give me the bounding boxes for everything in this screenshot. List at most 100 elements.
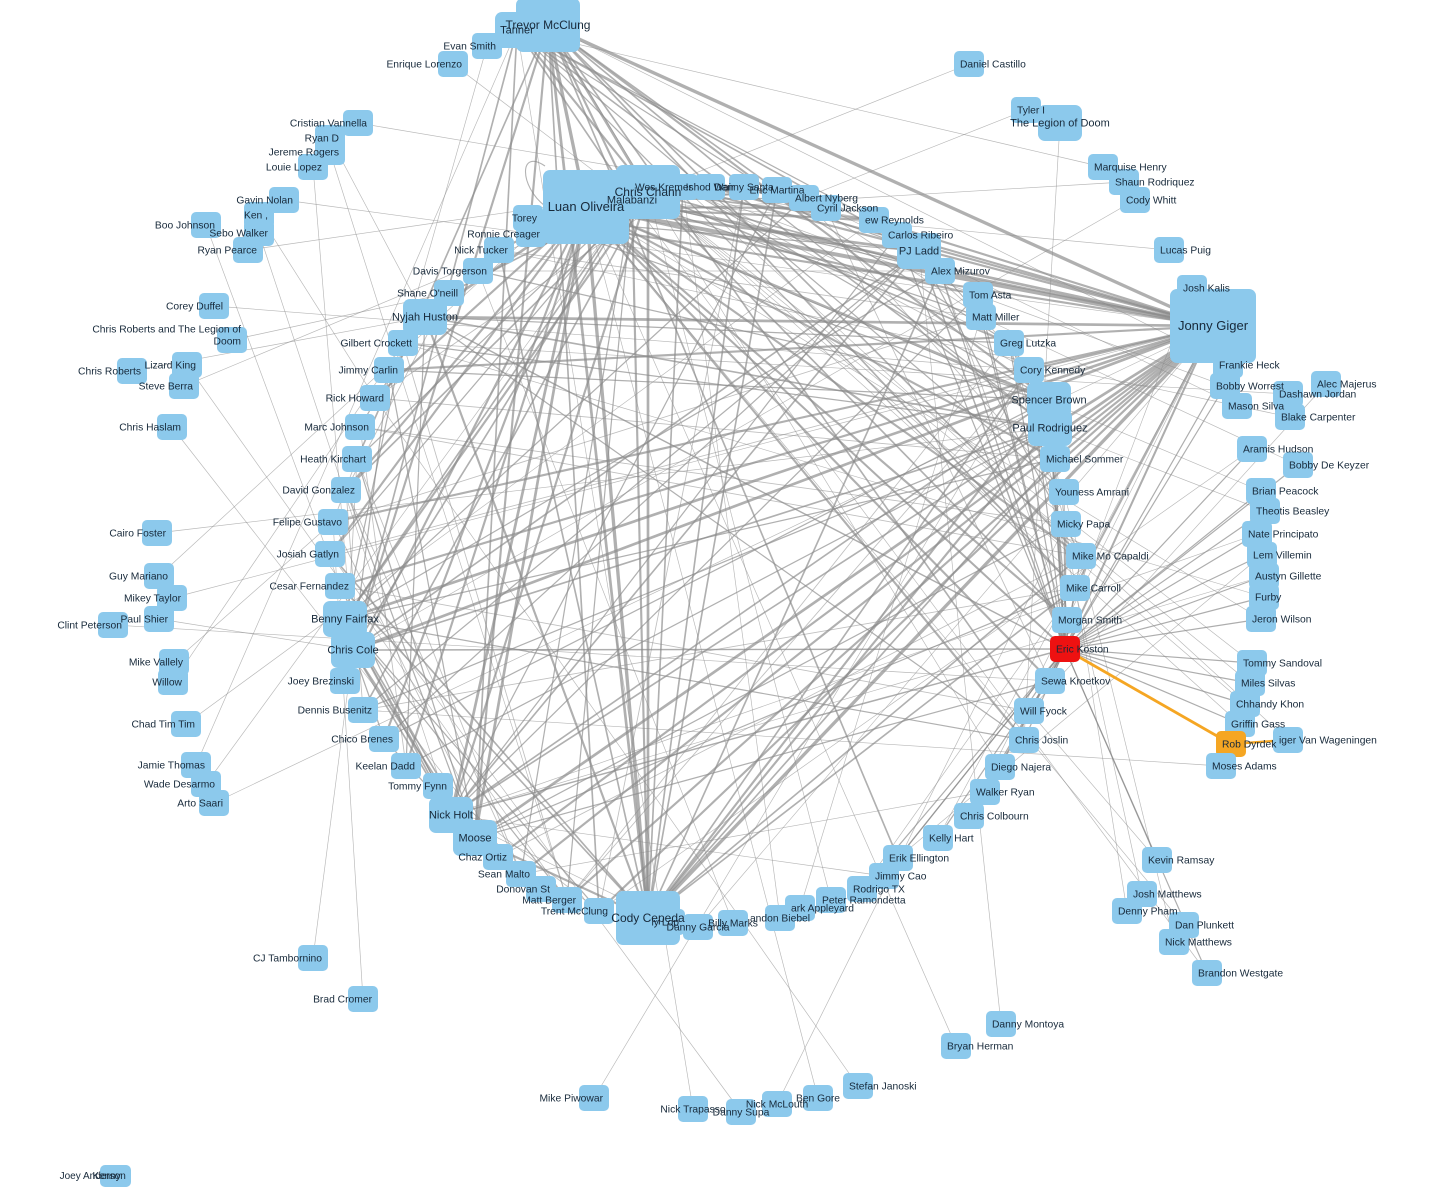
svg-text:Enrique Lorenzo: Enrique Lorenzo: [386, 59, 462, 70]
svg-text:Chris Roberts: Chris Roberts: [78, 366, 141, 377]
svg-text:Brandon Westgate: Brandon Westgate: [1198, 968, 1283, 979]
svg-text:Daniel Castillo: Daniel Castillo: [960, 59, 1026, 70]
svg-text:Austyn Gillette: Austyn Gillette: [1255, 571, 1322, 582]
svg-text:Ryan Pearce: Ryan Pearce: [197, 245, 257, 256]
svg-text:Nick Matthews: Nick Matthews: [1165, 937, 1232, 948]
svg-text:Ronnie Creager: Ronnie Creager: [467, 229, 540, 240]
svg-text:Jonny Giger: Jonny Giger: [1178, 318, 1249, 333]
svg-text:Tommy Sandoval: Tommy Sandoval: [1243, 658, 1322, 669]
svg-text:Frankie Heck: Frankie Heck: [1219, 360, 1281, 371]
svg-text:Diego Najera: Diego Najera: [991, 762, 1051, 773]
svg-text:ew Reynolds: ew Reynolds: [865, 215, 924, 226]
svg-text:Walker Ryan: Walker Ryan: [976, 787, 1035, 798]
svg-text:Chris Cole: Chris Cole: [327, 645, 378, 657]
svg-text:Chico Brenes: Chico Brenes: [331, 734, 393, 745]
svg-text:Evan Smith: Evan Smith: [443, 41, 496, 52]
svg-text:Sewa Kroetkov: Sewa Kroetkov: [1041, 676, 1111, 687]
svg-text:Sean Malto: Sean Malto: [478, 869, 530, 880]
svg-text:Mikey Taylor: Mikey Taylor: [124, 593, 182, 604]
svg-text:Jereme Rogers: Jereme Rogers: [269, 147, 339, 158]
svg-text:Cory Kennedy: Cory Kennedy: [1020, 365, 1086, 376]
svg-text:Donovan St: Donovan St: [496, 884, 550, 895]
svg-text:Chris Roberts and The Legion o: Chris Roberts and The Legion of: [92, 325, 241, 336]
svg-text:Brian Peacock: Brian Peacock: [1252, 486, 1319, 497]
svg-text:Josh Matthews: Josh Matthews: [1133, 889, 1202, 900]
svg-text:Matt Miller: Matt Miller: [972, 312, 1020, 323]
svg-text:Heath Kirchart: Heath Kirchart: [300, 454, 366, 465]
svg-text:Lizard King: Lizard King: [144, 360, 196, 371]
svg-text:Davis Torgerson: Davis Torgerson: [413, 266, 487, 277]
svg-text:Denny Pham: Denny Pham: [1118, 906, 1178, 917]
svg-text:Dashawn Jordan: Dashawn Jordan: [1279, 389, 1357, 400]
svg-text:Ben Gore: Ben Gore: [796, 1093, 840, 1104]
svg-text:Danny Montoya: Danny Montoya: [992, 1019, 1064, 1030]
svg-text:Mike Mo Capaldi: Mike Mo Capaldi: [1072, 551, 1149, 562]
svg-text:Jimmy Carlin: Jimmy Carlin: [339, 365, 399, 376]
svg-text:Morgan Smith: Morgan Smith: [1058, 615, 1122, 626]
svg-text:Will Fyock: Will Fyock: [1020, 706, 1068, 717]
svg-text:Dan Plunkett: Dan Plunkett: [1175, 920, 1234, 931]
svg-text:Marc Johnson: Marc Johnson: [304, 422, 369, 433]
svg-text:Chaz Ortiz: Chaz Ortiz: [458, 852, 507, 863]
svg-text:Paul Rodriguez: Paul Rodriguez: [1012, 423, 1087, 435]
svg-text:Tom Asta: Tom Asta: [969, 290, 1012, 301]
svg-text:Keelan Dadd: Keelan Dadd: [355, 761, 415, 772]
svg-text:Tyler I: Tyler I: [1017, 105, 1045, 116]
svg-text:Mike Carroll: Mike Carroll: [1066, 583, 1121, 594]
svg-text:Dennis Busenitz: Dennis Busenitz: [298, 705, 372, 716]
svg-text:Jamie Thomas: Jamie Thomas: [138, 760, 205, 771]
svg-text:Lem Villemin: Lem Villemin: [1253, 550, 1312, 561]
svg-text:Doom: Doom: [214, 336, 241, 347]
svg-text:Moses Adams: Moses Adams: [1212, 761, 1277, 772]
svg-text:Kelly Hart: Kelly Hart: [929, 833, 974, 844]
svg-text:Alec Majerus: Alec Majerus: [1317, 379, 1377, 390]
svg-text:Josiah Gatlyn: Josiah Gatlyn: [277, 549, 340, 560]
svg-text:Greg Lutzka: Greg Lutzka: [1000, 338, 1056, 349]
svg-text:Marquise Henry: Marquise Henry: [1094, 162, 1168, 173]
svg-text:Shane O'neill: Shane O'neill: [397, 288, 458, 299]
svg-text:Trevor McClung: Trevor McClung: [506, 18, 591, 32]
svg-text:Willow: Willow: [152, 677, 182, 688]
svg-text:Sebo Walker: Sebo Walker: [209, 228, 268, 239]
svg-text:Bobby De Keyzer: Bobby De Keyzer: [1289, 460, 1370, 471]
svg-text:Chris Haslam: Chris Haslam: [119, 422, 181, 433]
svg-text:Wade Desarmo: Wade Desarmo: [144, 779, 215, 790]
svg-text:Chad Tim Tim: Chad Tim Tim: [131, 719, 195, 730]
svg-text:Paul Shier: Paul Shier: [120, 614, 168, 625]
svg-text:The Legion of Doom: The Legion of Doom: [1010, 118, 1110, 130]
svg-text:Nick Holt: Nick Holt: [429, 810, 473, 822]
svg-text:Ryan D: Ryan D: [305, 133, 339, 144]
svg-text:Wes Kremer: Wes Kremer: [635, 182, 693, 193]
svg-text:iger Van Wageningen: iger Van Wageningen: [1279, 735, 1377, 746]
svg-text:Chris Joslin: Chris Joslin: [1015, 735, 1068, 746]
svg-text:Gavin Nolan: Gavin Nolan: [236, 195, 293, 206]
svg-text:Felipe Gustavo: Felipe Gustavo: [273, 517, 343, 528]
svg-text:Micky Papa: Micky Papa: [1057, 519, 1110, 530]
svg-text:Brad Cromer: Brad Cromer: [313, 994, 373, 1005]
svg-text:Boo Johnson: Boo Johnson: [155, 220, 215, 231]
svg-text:Kevin Ramsay: Kevin Ramsay: [1148, 855, 1215, 866]
svg-text:Mason Silva: Mason Silva: [1228, 401, 1284, 412]
svg-text:Stefan Janoski: Stefan Janoski: [849, 1081, 917, 1092]
svg-text:Bobby Worrest: Bobby Worrest: [1216, 381, 1284, 392]
svg-text:Joey Brezinski: Joey Brezinski: [288, 676, 354, 687]
svg-text:Cairo Foster: Cairo Foster: [109, 528, 166, 539]
svg-text:Alex Mizurov: Alex Mizurov: [931, 266, 991, 277]
svg-text:Lucas Puig: Lucas Puig: [1160, 245, 1211, 256]
svg-text:Joey Anderson: Joey Anderson: [60, 1171, 126, 1182]
svg-text:Nick Tucker: Nick Tucker: [454, 245, 508, 256]
svg-text:PJ Ladd: PJ Ladd: [899, 246, 939, 258]
svg-text:andon Biebel: andon Biebel: [750, 913, 810, 924]
svg-text:Nate Principato: Nate Principato: [1248, 529, 1319, 540]
svg-text:Cyril Jackson: Cyril Jackson: [817, 203, 878, 214]
svg-text:Peter Ramondetta: Peter Ramondetta: [822, 895, 906, 906]
svg-text:Arto Saari: Arto Saari: [177, 798, 223, 809]
svg-text:Eric Koston: Eric Koston: [1056, 644, 1109, 655]
svg-text:Rick Howard: Rick Howard: [326, 393, 385, 404]
svg-text:Benny Fairfax: Benny Fairfax: [311, 614, 379, 626]
svg-text:Guy Mariano: Guy Mariano: [109, 571, 168, 582]
svg-text:Josh Kalis: Josh Kalis: [1183, 283, 1230, 294]
svg-text:Mike Piwowar: Mike Piwowar: [539, 1093, 603, 1104]
svg-text:David Gonzalez: David Gonzalez: [282, 485, 355, 496]
svg-text:Malabanzi: Malabanzi: [607, 195, 657, 207]
